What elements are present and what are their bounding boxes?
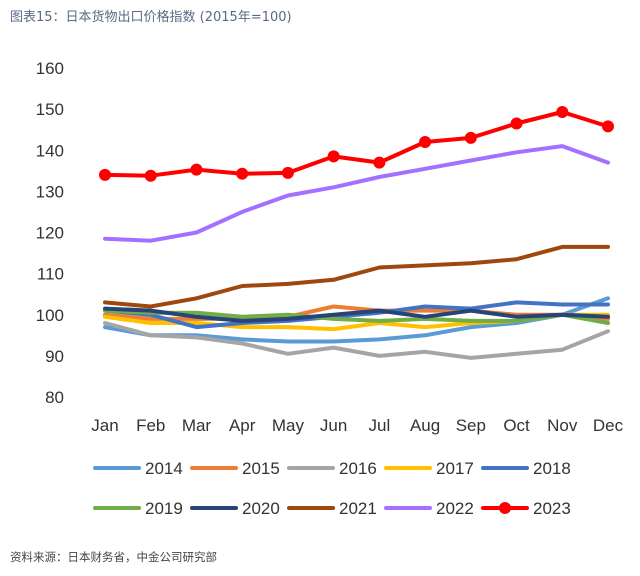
series-2019 xyxy=(103,308,610,325)
series-2016 xyxy=(103,321,610,360)
x-tick-label: Nov xyxy=(547,416,578,435)
legend-label: 2017 xyxy=(436,459,474,478)
series-group xyxy=(99,106,614,360)
data-point xyxy=(373,156,386,169)
series-line xyxy=(103,308,610,325)
legend-label: 2018 xyxy=(533,459,571,478)
data-point xyxy=(464,131,477,144)
y-tick-label: 80 xyxy=(45,388,64,407)
figure-title: 图表15：日本货物出口价格指数 (2015年=100) xyxy=(10,10,292,25)
y-tick-label: 120 xyxy=(36,224,64,243)
legend-label: 2020 xyxy=(242,499,280,518)
y-tick-label: 160 xyxy=(36,59,64,78)
data-point xyxy=(419,136,432,149)
series-line xyxy=(103,306,610,323)
x-tick-label: Jun xyxy=(320,416,347,435)
legend: 2014 2015 2016 2017 2018 2019 2020 2021 2022 2023 xyxy=(93,459,571,518)
series-line xyxy=(103,144,610,243)
series-2021 xyxy=(103,244,610,309)
x-tick-label: Feb xyxy=(136,416,165,435)
series-2020 xyxy=(103,306,610,323)
legend-item-2016: 2016 xyxy=(287,459,377,478)
series-line xyxy=(103,244,610,309)
source-note: 资料来源：日本财务省，中金公司研究部 xyxy=(10,550,217,564)
legend-label: 2021 xyxy=(339,499,377,518)
data-point xyxy=(327,150,340,163)
x-tick-label: Jan xyxy=(91,416,118,435)
chart-container: 80 90 100 110 120 130 140 150 160 Jan Feb Mar Apr Ma… xyxy=(0,28,640,538)
legend-item-2019: 2019 xyxy=(93,499,183,518)
legend-label: 2015 xyxy=(242,459,280,478)
legend-item-2017: 2017 xyxy=(384,459,474,478)
legend-label: 2023 xyxy=(533,499,571,518)
data-point xyxy=(144,169,157,182)
series-line xyxy=(103,300,610,330)
legend-label: 2019 xyxy=(145,499,183,518)
data-point xyxy=(236,167,249,180)
y-tick-label: 140 xyxy=(36,141,64,160)
legend-item-2022: 2022 xyxy=(384,499,474,518)
x-axis: Jan Feb Mar Apr May Jun Jul Aug Sep Oct Nov Dec xyxy=(91,416,623,435)
y-tick-label: 130 xyxy=(36,182,64,201)
data-point xyxy=(99,168,111,181)
legend-item-2015: 2015 xyxy=(190,459,280,478)
y-axis: 80 90 100 110 120 130 140 150 160 xyxy=(36,59,64,407)
legend-item-2023: 2023 xyxy=(481,499,571,518)
data-point xyxy=(602,120,614,133)
data-point xyxy=(556,106,569,119)
x-tick-label: May xyxy=(272,416,305,435)
y-tick-label: 110 xyxy=(37,265,64,284)
data-point xyxy=(190,163,203,176)
data-point xyxy=(281,166,294,179)
series-2022 xyxy=(103,144,610,243)
series-2023 xyxy=(99,106,614,182)
x-tick-label: Jul xyxy=(368,416,390,435)
legend-label: 2022 xyxy=(436,499,474,518)
x-tick-label: Aug xyxy=(410,416,440,435)
series-line xyxy=(103,110,610,178)
line-chart: 80 90 100 110 120 130 140 150 160 Jan Feb Mar Apr Ma… xyxy=(0,28,640,538)
y-tick-label: 90 xyxy=(45,347,64,366)
y-tick-label: 100 xyxy=(36,306,64,325)
legend-label: 2014 xyxy=(145,459,183,478)
legend-label: 2016 xyxy=(339,459,377,478)
x-tick-label: Apr xyxy=(229,416,256,435)
legend-marker xyxy=(499,502,511,514)
data-point xyxy=(510,117,523,130)
legend-item-2014: 2014 xyxy=(93,459,183,478)
x-tick-label: Dec xyxy=(593,416,624,435)
x-tick-label: Oct xyxy=(503,416,530,435)
series-line xyxy=(103,321,610,360)
y-tick-label: 150 xyxy=(36,100,64,119)
x-tick-label: Sep xyxy=(456,416,486,435)
legend-item-2021: 2021 xyxy=(287,499,377,518)
legend-item-2018: 2018 xyxy=(481,459,571,478)
series-2018 xyxy=(103,300,610,330)
legend-item-2020: 2020 xyxy=(190,499,280,518)
x-tick-label: Mar xyxy=(182,416,212,435)
